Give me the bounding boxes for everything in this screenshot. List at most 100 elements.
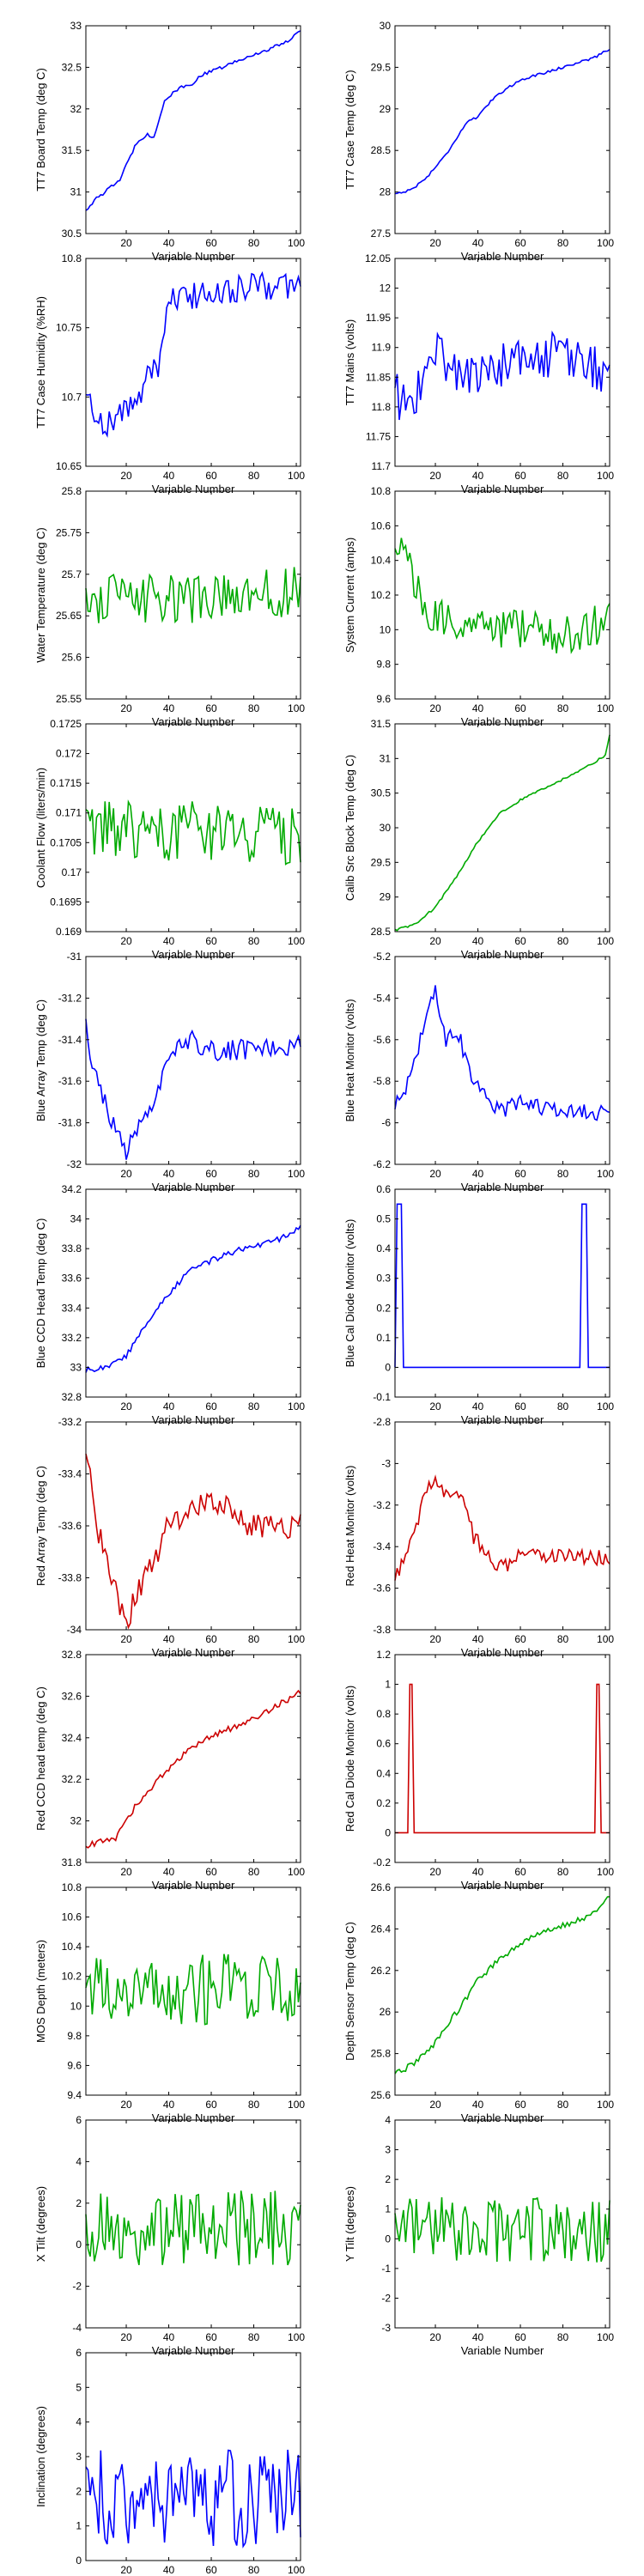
y-tick-label: -34: [67, 1624, 82, 1636]
x-tick-label: 60: [205, 2331, 217, 2343]
y-axis-label: Red Heat Monitor (volts): [343, 1466, 356, 1587]
x-tick-label: 20: [429, 1400, 441, 1413]
x-tick-label: 100: [288, 1633, 305, 1645]
x-axis-label: Variable Number: [461, 2344, 544, 2357]
y-tick-label: 5: [76, 2381, 82, 2393]
x-tick-label: 40: [472, 1168, 484, 1180]
y-tick-label: 9.6: [67, 2059, 82, 2071]
x-axis-label: Variable Number: [152, 2111, 235, 2124]
x-tick-label: 100: [288, 702, 305, 714]
y-tick-label: -31.4: [58, 1034, 82, 1046]
y-tick-label: -6.2: [373, 1158, 391, 1170]
y-tick-label: -5.6: [373, 1034, 391, 1046]
y-tick-label: 28: [380, 186, 392, 198]
series-line: [85, 567, 301, 623]
y-tick-label: -3.4: [373, 1540, 391, 1552]
chart-panel: 20 40 60 80 100 -34 -33.8 -33.6 -33.4 -33.2 Variab…: [34, 1416, 305, 1659]
y-tick-label: 31.5: [371, 718, 392, 730]
y-tick-label: 6: [76, 2114, 82, 2126]
y-tick-label: 11.8: [372, 401, 392, 413]
chart-panel: 20 40 60 80 100 0 1 2 3 4 5 6 Variable Number Inclina…: [34, 2347, 305, 2576]
x-tick-label: 100: [597, 702, 614, 714]
y-tick-label: 25.7: [62, 568, 82, 580]
y-tick-label: 0: [385, 2233, 391, 2245]
x-tick-label: 40: [163, 1168, 175, 1180]
y-tick-label: 25.55: [56, 693, 82, 705]
y-tick-label: -33.8: [58, 1572, 82, 1584]
x-tick-label: 80: [248, 2099, 260, 2111]
y-tick-label: 0.1: [376, 1332, 391, 1344]
plot-frame: [85, 1654, 301, 1863]
y-tick-label: 0.169: [56, 926, 82, 938]
y-tick-label: -3: [381, 2322, 391, 2334]
y-tick-label: 10.8: [62, 1881, 82, 1893]
y-tick-label: -31.8: [58, 1117, 82, 1129]
x-tick-label: 80: [248, 237, 260, 249]
y-tick-label: -3: [381, 1457, 391, 1469]
y-tick-label: 0.4: [376, 1767, 391, 1779]
y-axis-label: TT7 Board Temp (deg C): [34, 68, 47, 191]
chart-panel: 20 40 60 80 100 -6.2 -6 -5.8 -5.6 -5.4 -5.2 Variabl…: [343, 951, 614, 1194]
y-tick-label: 11.95: [366, 312, 391, 324]
x-tick-label: 80: [557, 1168, 569, 1180]
x-tick-label: 20: [429, 237, 441, 249]
y-axis-label: Depth Sensor Temp (deg C): [343, 1922, 356, 2061]
x-tick-label: 60: [205, 2564, 217, 2576]
plot-frame: [394, 1421, 611, 1631]
y-tick-label: 33: [70, 1361, 82, 1373]
chart-panel: 20 40 60 80 100 32.8 33 33.2 33.4 33.6 33.8 34 34.2 V…: [34, 1183, 305, 1426]
x-tick-label: 80: [557, 702, 569, 714]
series-line: [395, 1683, 610, 1834]
y-tick-label: 25.8: [371, 2048, 392, 2060]
chart-panel: 20 40 60 80 100 25.6 25.8 26 26.2 26.4 26.6 Variabl…: [343, 1881, 614, 2124]
y-tick-label: 0.4: [376, 1242, 391, 1255]
x-axis-label: Variable Number: [152, 1181, 235, 1194]
chart-panel: 20 40 60 80 100 -0.2 0 0.2 0.4 0.6 0.8 1 1.2 Variable…: [343, 1649, 614, 1892]
y-tick-label: 11.7: [372, 460, 392, 472]
y-tick-label: 10: [70, 2000, 82, 2012]
y-tick-label: 2: [76, 2197, 82, 2209]
series-line: [394, 1474, 611, 1581]
x-axis-label: Variable Number: [461, 2111, 544, 2124]
y-tick-label: -33.6: [58, 1520, 82, 1532]
y-axis-label: Blue CCD Head Temp (deg C): [34, 1218, 47, 1369]
x-tick-label: 80: [557, 2331, 569, 2343]
y-tick-label: 10.4: [371, 555, 392, 567]
series-line: [85, 270, 301, 438]
series-line: [394, 1896, 611, 2075]
chart-panel: 20 40 60 80 100 9.6 9.8 10 10.2 10.4 10.6 10.8 Varia…: [343, 485, 614, 728]
x-tick-label: 40: [472, 1866, 484, 1878]
y-tick-label: 10.65: [56, 460, 82, 472]
x-axis-label: Variable Number: [461, 715, 544, 728]
x-tick-label: 40: [472, 1400, 484, 1413]
y-tick-label: 26.4: [371, 1923, 392, 1935]
y-tick-label: -2: [72, 2281, 82, 2293]
x-tick-label: 80: [248, 1866, 260, 1878]
x-tick-label: 80: [557, 1866, 569, 1878]
y-tick-label: 0.1705: [50, 836, 82, 848]
x-axis-label: Variable Number: [461, 948, 544, 961]
y-tick-label: 4: [76, 2155, 82, 2167]
x-tick-label: 40: [163, 2099, 175, 2111]
y-tick-label: -2.8: [373, 1416, 391, 1428]
x-tick-label: 40: [163, 935, 175, 947]
y-tick-label: 28.5: [371, 926, 392, 938]
y-tick-label: -33.2: [58, 1416, 82, 1428]
x-tick-label: 40: [472, 1633, 484, 1645]
y-axis-label: X Tilt (degrees): [34, 2186, 47, 2262]
x-tick-label: 100: [288, 1168, 305, 1180]
y-tick-label: 10.2: [371, 589, 392, 601]
x-tick-label: 60: [205, 1168, 217, 1180]
y-tick-label: 30: [380, 822, 392, 834]
series-line: [85, 30, 301, 211]
chart-panel: 20 40 60 80 100 28.5 29 29.5 30 30.5 31 31.5 Variabl…: [343, 718, 614, 961]
y-axis-label: Blue Array Temp (deg C): [34, 999, 47, 1121]
y-tick-label: 1: [385, 2203, 391, 2215]
series-line: [85, 2449, 301, 2549]
y-tick-label: 29.5: [371, 61, 392, 73]
x-tick-label: 20: [120, 2564, 132, 2576]
x-tick-label: 20: [429, 470, 441, 482]
x-axis-label: Variable Number: [152, 948, 235, 961]
x-tick-label: 60: [205, 470, 217, 482]
x-tick-label: 60: [514, 1633, 526, 1645]
